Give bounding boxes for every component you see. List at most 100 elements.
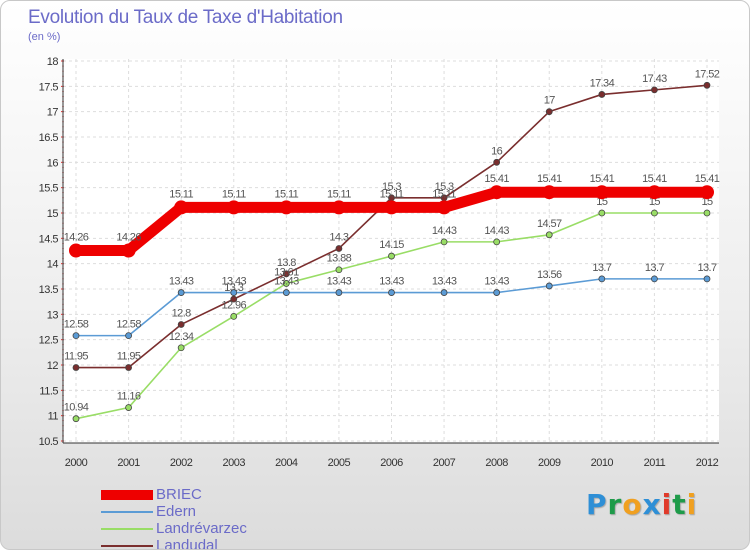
data-label-edern: 13.43 [274, 276, 299, 288]
data-point-edern [598, 275, 606, 283]
x-tick-label: 2007 [433, 457, 456, 469]
y-tick-label: 15.5 [39, 183, 59, 195]
data-label-landr-varzec: 12.96 [221, 299, 246, 311]
data-label-landr-varzec: 13.61 [274, 266, 299, 278]
data-point-landudal [125, 364, 132, 371]
logo-letter: i [686, 488, 698, 521]
x-tick-label: 2000 [65, 457, 88, 469]
data-label-briec: 15.41 [642, 173, 667, 185]
data-point-edern [282, 289, 290, 296]
data-label-briec: 14.26 [116, 231, 141, 243]
data-point-edern [493, 289, 501, 296]
y-tick-label: 12 [47, 360, 59, 372]
data-point-edern [177, 289, 185, 296]
x-tick-label: 2003 [223, 457, 246, 469]
logo-letter: o [622, 488, 643, 521]
data-point-edern [335, 289, 343, 296]
y-tick-label: 11.5 [39, 385, 58, 397]
data-label-edern: 13.7 [645, 262, 664, 274]
data-label-edern: 13.43 [484, 276, 509, 288]
data-label-edern: 12.58 [116, 319, 141, 331]
data-point-landr-varzec [703, 209, 711, 217]
logo-letter: t [672, 488, 687, 521]
data-point-landr-varzec [388, 252, 395, 260]
data-label-landr-varzec: 12.34 [169, 331, 194, 343]
data-label-landr-varzec: 15 [701, 196, 713, 208]
data-label-briec: 15.11 [274, 188, 298, 200]
data-point-landudal [177, 321, 185, 328]
logo-letter: i [661, 488, 673, 521]
x-tick-label: 2012 [696, 457, 719, 469]
data-label-briec: 15.41 [590, 173, 615, 185]
y-tick-label: 11 [48, 411, 59, 423]
data-point-briec [279, 200, 294, 215]
data-label-landr-varzec: 15 [649, 196, 661, 208]
data-point-edern [703, 275, 711, 283]
legend-label: Landudal [156, 537, 218, 550]
data-label-landudal: 15.3 [435, 181, 454, 193]
y-tick-label: 13 [47, 309, 59, 321]
data-point-edern [230, 289, 238, 296]
data-point-landudal [72, 364, 80, 371]
data-label-edern: 13.43 [221, 276, 246, 288]
data-point-landr-varzec [72, 415, 80, 423]
legend-swatch [101, 511, 153, 513]
data-point-edern [545, 282, 553, 290]
data-label-briec: 15.41 [695, 173, 720, 185]
data-label-edern: 12.58 [64, 319, 89, 331]
x-tick-label: 2010 [591, 457, 614, 469]
legend-swatch [101, 490, 153, 500]
data-point-landudal [493, 158, 501, 166]
logo-letter: x [642, 488, 662, 521]
data-label-landr-varzec: 15 [596, 196, 608, 208]
data-label-edern: 13.56 [537, 269, 562, 281]
data-label-landr-varzec: 14.57 [537, 218, 562, 230]
data-label-landudal: 17.52 [695, 68, 720, 80]
data-point-briec [700, 185, 714, 200]
data-point-briec [489, 185, 504, 200]
legend-label: Edern [156, 503, 197, 520]
data-point-edern [440, 289, 448, 296]
y-tick-label: 16.5 [39, 132, 59, 144]
data-point-briec [121, 243, 136, 258]
data-label-landr-varzec: 10.94 [64, 402, 89, 414]
data-point-landr-varzec [493, 238, 501, 246]
data-label-briec: 15.11 [169, 188, 193, 200]
data-label-landudal: 13.3 [224, 282, 243, 294]
data-label-edern: 13.43 [327, 276, 352, 288]
data-label-landudal: 12.8 [172, 307, 191, 319]
chart-unit: (en %) [28, 31, 61, 43]
y-tick-label: 10.5 [39, 436, 59, 448]
data-label-briec: 15.11 [380, 188, 404, 200]
y-tick-label: 17.5 [39, 81, 59, 93]
data-label-briec: 15.41 [484, 173, 509, 185]
x-tick-label: 2005 [328, 457, 351, 469]
data-point-landudal [651, 86, 658, 94]
legend-swatch [101, 545, 153, 547]
data-label-landr-varzec: 14.43 [484, 225, 509, 237]
data-label-edern: 13.43 [432, 276, 457, 288]
data-point-landr-varzec [335, 266, 343, 274]
data-point-briec [69, 243, 83, 258]
x-tick-label: 2011 [644, 457, 666, 469]
x-tick-label: 2008 [485, 457, 508, 469]
data-label-landr-varzec: 13.88 [327, 253, 352, 265]
data-label-briec: 15.11 [432, 188, 456, 200]
logo-letter: r [607, 488, 623, 521]
data-point-landr-varzec [230, 312, 238, 320]
legend-label: BRIEC [156, 486, 202, 503]
data-point-landr-varzec [440, 238, 448, 246]
data-point-landudal [703, 81, 711, 89]
data-point-briec [542, 185, 557, 200]
data-point-briec [647, 185, 662, 200]
y-tick-label: 13.5 [39, 284, 59, 296]
data-point-briec [437, 200, 452, 215]
data-label-edern: 13.7 [592, 262, 611, 274]
proxiti-logo: Proxiti [586, 488, 697, 521]
data-point-landr-varzec [651, 209, 658, 217]
data-point-edern [125, 332, 132, 340]
data-point-landr-varzec [177, 344, 185, 352]
data-label-landudal: 14.3 [329, 231, 348, 243]
